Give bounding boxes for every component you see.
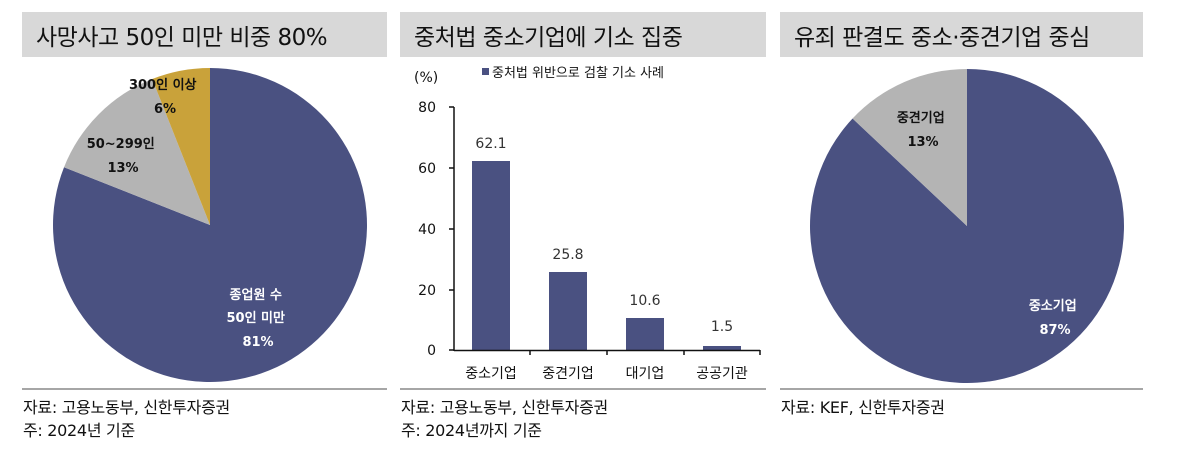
pie-slice-midsize bbox=[852, 69, 967, 226]
y-tick-label: 0 bbox=[427, 343, 436, 359]
panel-death-accident-share: 사망사고 50인 미만 비중 80% 종업원 수 50인 미만 81% 50~2… bbox=[0, 0, 395, 453]
x-axis bbox=[454, 349, 761, 355]
y-tick-label: 20 bbox=[418, 283, 436, 299]
pie-slice-300-plus bbox=[152, 68, 210, 225]
bar-large bbox=[626, 318, 664, 350]
legend-label: 중처법 위반으로 검찰 기소 사례 bbox=[492, 66, 664, 81]
bar-sme bbox=[472, 161, 510, 350]
slice-label-50-299: 50~299인 13% bbox=[87, 136, 160, 176]
slice-label-300-plus: 300인 이상 6% bbox=[129, 77, 201, 117]
pie-slice-50-299 bbox=[64, 79, 210, 225]
pie-slice-sme bbox=[810, 69, 1125, 383]
x-category-label: 공공기관 bbox=[696, 366, 748, 382]
y-tick-label: 40 bbox=[418, 222, 436, 238]
divider bbox=[400, 388, 766, 390]
slice-label-under-50: 종업원 수 50인 미만 81% bbox=[226, 288, 289, 350]
chart-title: 사망사고 50인 미만 비중 80% bbox=[22, 12, 387, 57]
bar-value-label: 10.6 bbox=[629, 293, 660, 309]
footnote-text: 주: 2024년 기준 bbox=[23, 421, 135, 440]
slice-label-midsize: 중견기업 13% bbox=[897, 110, 949, 150]
footnote-text: 주: 2024년까지 기준 bbox=[401, 421, 542, 440]
x-category-label: 중견기업 bbox=[542, 366, 594, 382]
pie-chart-death-accidents: 종업원 수 50인 미만 81% 50~299인 13% 300인 이상 6% bbox=[53, 68, 368, 382]
bar-public bbox=[703, 346, 741, 350]
legend-swatch bbox=[482, 68, 489, 75]
bar-chart-prosecutions: 중처법 위반으로 검찰 기소 사례 (%) 80 60 40 20 0 bbox=[414, 66, 761, 382]
bar-midsize bbox=[549, 272, 587, 350]
slice-label-sme: 중소기업 87% bbox=[1029, 299, 1081, 338]
pie-slice-under-50 bbox=[53, 68, 368, 382]
x-category-label: 대기업 bbox=[626, 366, 665, 382]
chart-title: 중처법 중소기업에 기소 집중 bbox=[400, 12, 766, 57]
bar-value-label: 1.5 bbox=[711, 319, 733, 335]
source-note: 자료: KEF, 신한투자증권 bbox=[781, 396, 945, 419]
pie-chart-convictions: 중소기업 87% 중견기업 13% bbox=[810, 69, 1125, 383]
source-note: 자료: 고용노동부, 신한투자증권 주: 2024년 기준 bbox=[23, 396, 230, 442]
source-text: 자료: KEF, 신한투자증권 bbox=[781, 398, 945, 417]
source-text: 자료: 고용노동부, 신한투자증권 bbox=[23, 398, 230, 417]
y-tick-label: 80 bbox=[418, 100, 436, 116]
chart-title: 유죄 판결도 중소·중견기업 중심 bbox=[780, 12, 1143, 57]
bar-value-label: 62.1 bbox=[475, 136, 506, 152]
y-tick-label: 60 bbox=[418, 161, 436, 177]
y-axis-unit: (%) bbox=[414, 70, 438, 86]
bar-value-label: 25.8 bbox=[552, 247, 583, 263]
y-axis: 80 60 40 20 0 bbox=[418, 100, 455, 359]
divider bbox=[22, 388, 387, 390]
panel-prosecution-by-company-size: 중처법 중소기업에 기소 집중 중처법 위반으로 검찰 기소 사례 (%) 80… bbox=[400, 12, 766, 442]
x-category-label: 중소기업 bbox=[465, 366, 517, 382]
divider bbox=[780, 388, 1143, 390]
source-note: 자료: 고용노동부, 신한투자증권 주: 2024년까지 기준 bbox=[401, 396, 608, 442]
source-text: 자료: 고용노동부, 신한투자증권 bbox=[401, 398, 608, 417]
